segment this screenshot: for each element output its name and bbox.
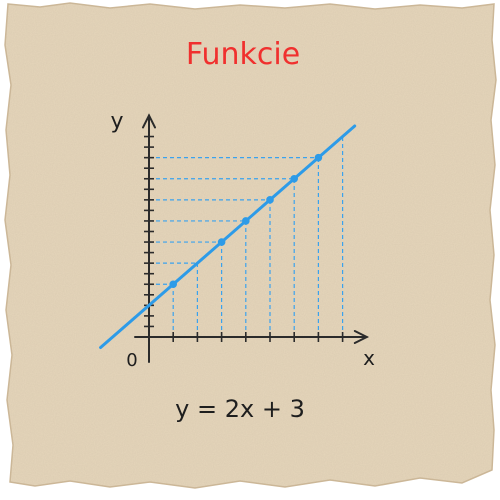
x-axis-arrow — [353, 330, 370, 344]
function-series — [99, 124, 357, 350]
data-point — [242, 217, 250, 225]
data-point — [266, 196, 274, 204]
x-axis-label: x — [363, 346, 375, 370]
data-point — [169, 280, 177, 289]
data-point — [217, 238, 226, 246]
y-axis-label: y — [110, 109, 123, 134]
data-point — [290, 174, 299, 183]
horizontal-guides — [149, 157, 319, 285]
vertical-guides — [172, 136, 344, 337]
y-axis-arrow — [142, 113, 156, 129]
function-line — [99, 124, 357, 350]
data-point — [314, 153, 323, 162]
equation-label: y = 2x + 3 — [175, 395, 305, 423]
origin-label: 0 — [126, 350, 137, 371]
axis-ticks — [144, 135, 344, 342]
chart-title: Funkcie — [186, 37, 300, 72]
paper-texture — [5, 3, 496, 488]
